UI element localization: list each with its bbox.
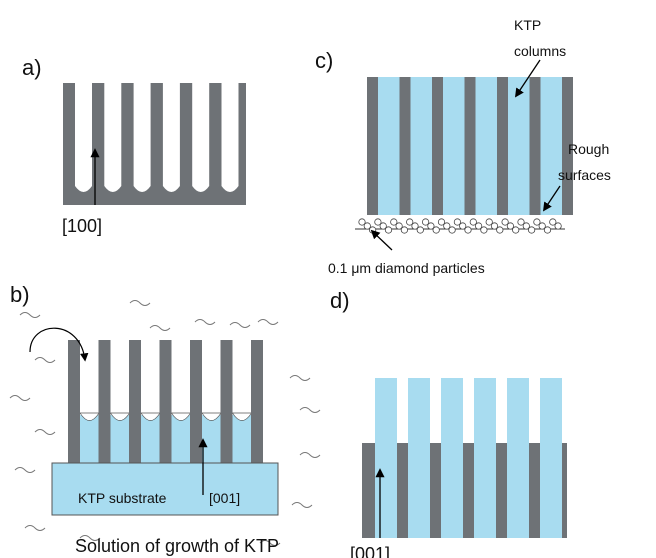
wave	[300, 453, 320, 458]
wave	[20, 313, 40, 318]
direction-label: [001]	[350, 544, 390, 558]
wave	[300, 408, 320, 413]
wave	[258, 320, 278, 325]
panel-label: b)	[10, 282, 30, 307]
column	[497, 77, 508, 215]
wave	[35, 430, 55, 435]
particle	[433, 227, 439, 233]
particle	[497, 227, 503, 233]
particle	[544, 227, 550, 233]
column	[251, 340, 263, 465]
column	[465, 77, 476, 215]
column	[99, 340, 111, 465]
slot	[104, 83, 121, 192]
slot	[222, 83, 239, 192]
wave	[292, 503, 312, 508]
figure: a) [100] b) KTP substrate [001] Solution…	[0, 0, 656, 558]
wave	[35, 358, 55, 363]
particle	[401, 227, 407, 233]
direction-label: [001]	[209, 490, 240, 506]
substrate-label: KTP substrate	[78, 490, 167, 506]
panel-label: d)	[330, 288, 350, 313]
particle	[481, 227, 487, 233]
column	[375, 378, 397, 538]
shapes	[30, 60, 573, 538]
caption: Solution of growth of KTP	[75, 536, 279, 556]
particle	[449, 227, 455, 233]
column	[190, 340, 202, 465]
wave	[150, 326, 170, 331]
slot	[134, 83, 151, 192]
particles-label: 0.1 μm diamond particles	[328, 260, 485, 276]
particle	[385, 227, 391, 233]
particle	[528, 227, 534, 233]
panel-label: a)	[22, 55, 42, 80]
column	[530, 77, 541, 215]
wave	[230, 323, 250, 328]
particle	[465, 227, 471, 233]
particle	[417, 227, 423, 233]
column	[129, 340, 141, 465]
column	[507, 378, 529, 538]
wave	[290, 376, 310, 381]
columns-label: columns	[514, 43, 566, 59]
wave	[10, 396, 30, 401]
column	[540, 378, 562, 538]
slot	[163, 83, 180, 192]
particle	[513, 227, 519, 233]
column	[367, 77, 378, 215]
surfaces-label: surfaces	[558, 167, 611, 183]
columns-label: KTP	[514, 17, 541, 33]
column	[68, 340, 80, 465]
substrate	[52, 463, 278, 515]
wave	[130, 301, 150, 306]
wave	[25, 526, 45, 531]
wave	[195, 320, 215, 325]
column	[160, 340, 172, 465]
slot	[75, 83, 92, 192]
slot	[192, 83, 209, 192]
column	[432, 77, 443, 215]
column	[441, 378, 463, 538]
particle	[555, 223, 561, 229]
direction-label: [100]	[62, 216, 102, 236]
panel-label: c)	[315, 48, 333, 73]
column	[221, 340, 233, 465]
column	[400, 77, 411, 215]
column	[474, 378, 496, 538]
arrow	[372, 231, 392, 250]
surfaces-label: Rough	[568, 141, 609, 157]
wave	[15, 468, 35, 473]
column	[408, 378, 430, 538]
